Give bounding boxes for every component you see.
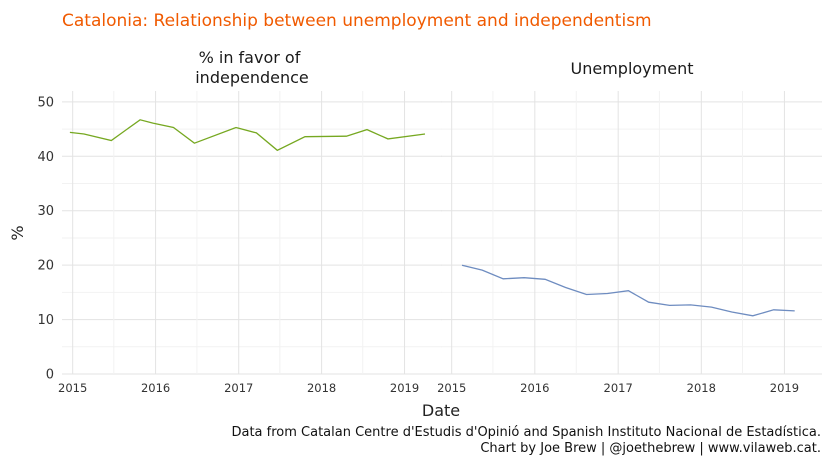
panel-unemployment: Unemployment 2015 2016 2017 2018 2019 <box>437 59 822 395</box>
x-tick-label: 2019 <box>770 381 799 395</box>
caption-source: Data from Catalan Centre d'Estudis d'Opi… <box>231 425 821 440</box>
independence-series-line <box>69 119 426 152</box>
x-tick-label: 2017 <box>224 381 253 395</box>
panel-title-independence-line-2: independence <box>195 68 309 87</box>
x-tick-label: 2019 <box>390 381 419 395</box>
panel-unemployment-grid <box>441 91 822 375</box>
chart-title: Catalonia: Relationship between unemploy… <box>62 11 652 31</box>
x-tick-label: 2016 <box>141 381 170 395</box>
x-tick-label: 2018 <box>307 381 336 395</box>
x-tick-label: 2017 <box>604 381 633 395</box>
panel-independence: % in favor of independence 2015 2016 2017 2… <box>58 48 442 395</box>
y-tick-label: 20 <box>37 259 54 274</box>
y-tick-label: 50 <box>37 95 54 110</box>
y-tick-label: 10 <box>37 313 54 328</box>
x-axis-title: Date <box>422 401 460 420</box>
panel-title-independence: % in favor of independence <box>195 48 309 87</box>
panel-unemployment-x-ticks: 2015 2016 2017 2018 2019 <box>437 381 799 395</box>
panel-independence-x-ticks: 2015 2016 2017 2018 2019 <box>58 381 419 395</box>
panel-title-independence-line-1: % in favor of <box>199 48 301 67</box>
unemployment-series-line <box>461 264 795 317</box>
y-axis-ticks: 0 10 20 30 40 50 <box>37 95 54 382</box>
y-axis-title: % <box>8 225 27 240</box>
panel-independence-grid <box>62 91 442 375</box>
panel-title-unemployment: Unemployment <box>571 59 694 78</box>
y-tick-label: 40 <box>37 150 54 165</box>
x-tick-label: 2016 <box>520 381 549 395</box>
y-tick-label: 0 <box>46 368 54 383</box>
x-tick-label: 2015 <box>58 381 87 395</box>
x-tick-label: 2018 <box>687 381 716 395</box>
caption-credit: Chart by Joe Brew | @joethebrew | www.vi… <box>480 441 821 456</box>
y-tick-label: 30 <box>37 204 54 219</box>
x-tick-label: 2015 <box>437 381 466 395</box>
panel-title-unemployment-line-1: Unemployment <box>571 59 694 78</box>
